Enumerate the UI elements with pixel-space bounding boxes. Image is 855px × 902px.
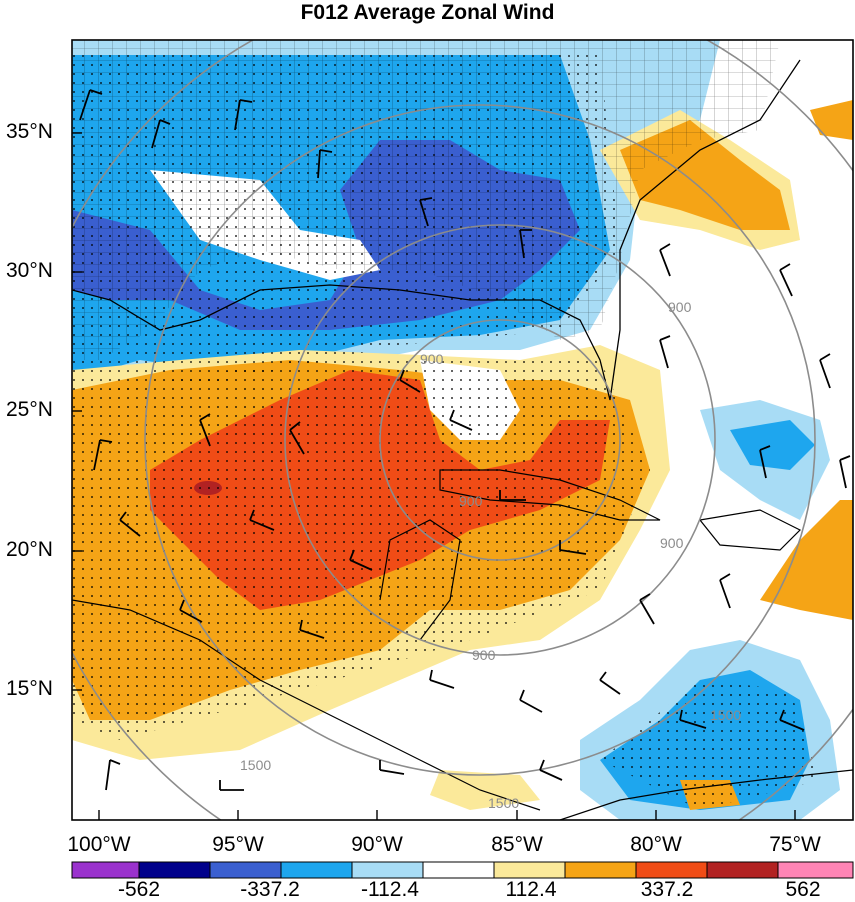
yucatan-outline (379, 519, 461, 641)
lon-label: 75°W (769, 833, 821, 856)
colorbar-bin (280, 861, 353, 879)
colorbar-bin (138, 861, 211, 879)
lat-label: 30°N (6, 259, 53, 282)
lon-label: 90°W (351, 833, 403, 856)
colorbar-bin (71, 861, 140, 879)
lon-label: 80°W (630, 833, 682, 856)
cuba-outline (439, 469, 661, 521)
colorbar-label: -337.2 (240, 878, 300, 901)
lat-label: 25°N (6, 398, 53, 421)
colorbar-label: 562 (785, 878, 821, 901)
colorbar-label: -112.4 (361, 878, 419, 901)
map-frame (71, 39, 854, 821)
mid-blue-region-east (730, 420, 815, 470)
colorbar-bin (493, 861, 566, 879)
us-county-boundaries (72, 40, 780, 360)
central-america-coastline (72, 599, 541, 811)
colorbar-bin (422, 861, 495, 879)
contour-labels: 900 900 900 900 1500 1500 1500 900 (240, 299, 741, 811)
lon-label: 95°W (212, 833, 264, 856)
map-field (72, 40, 853, 820)
colorbar-label: 337.2 (640, 878, 694, 901)
stipple-central (72, 360, 650, 740)
colorbar-bin (706, 861, 779, 879)
stipple-south (600, 680, 820, 810)
colorbar-bin (209, 861, 282, 879)
axis-ticks (72, 132, 796, 820)
colorbar-bin (635, 861, 708, 879)
colorbar-label: 112.4 (505, 878, 557, 901)
colorbar-label: -562 (117, 878, 161, 901)
contour-label: 900 (472, 647, 496, 663)
colorbar (71, 861, 854, 879)
contour-label: 900 (668, 299, 692, 315)
lat-label: 15°N (6, 677, 53, 700)
lat-label: 35°N (6, 120, 53, 143)
wind-barbs (79, 89, 851, 791)
contour-label: 900 (459, 493, 483, 509)
gulf-coastline (72, 59, 801, 401)
contour-label: 1500 (710, 707, 741, 723)
contour-label: 900 (420, 351, 444, 367)
hispaniola-outline (698, 509, 802, 551)
colorbar-bin (564, 861, 637, 879)
contour-label: 1500 (488, 795, 519, 811)
lat-label: 20°N (6, 538, 53, 561)
map-title: F012 Average Zonal Wind (300, 1, 555, 24)
contour-label: 900 (660, 535, 684, 551)
orange-region-east (760, 500, 853, 620)
yellow-region-south (430, 770, 540, 810)
contour-label: 1500 (240, 757, 271, 773)
lon-label: 85°W (491, 833, 543, 856)
lon-label: 100°W (67, 833, 131, 856)
south-america-coastline (559, 769, 853, 820)
colorbar-bin (351, 861, 424, 879)
distance-rings (72, 40, 853, 820)
colorbar-bin (777, 861, 854, 879)
